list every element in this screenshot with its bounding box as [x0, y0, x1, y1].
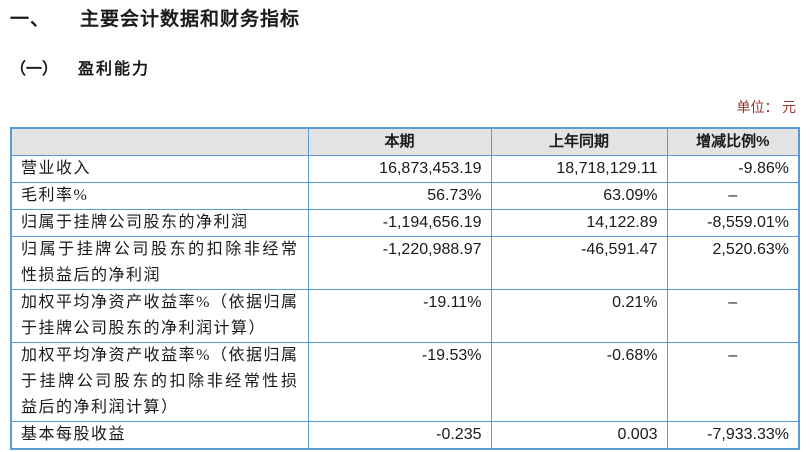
section-heading: 一、 主要会计数据和财务指标 [10, 8, 798, 32]
table-row: 毛利率% 56.73% 63.09% – [10, 182, 800, 210]
row-label: 基本每股收益 [10, 421, 309, 450]
value-current-period: -1,220,988.97 [307, 236, 492, 290]
row-label: 加权平均净资产收益率%（依据归属于挂牌公司股东的扣除非经常性损益后的净利润计算） [10, 342, 309, 422]
value-change-ratio: – [666, 289, 800, 343]
value-current-period: -1,194,656.19 [307, 209, 492, 237]
subsection-title: 盈利能力 [78, 61, 151, 78]
unit-label: 单位： 元 [736, 101, 797, 116]
value-current-period: -0.235 [307, 421, 492, 450]
value-prior-period: 0.21% [490, 289, 668, 343]
table-row: 归属于挂牌公司股东的净利润 -1,194,656.19 14,122.89 -8,55… [10, 209, 800, 237]
header-change-ratio: 增减比例% [666, 127, 800, 156]
value-prior-period: -0.68% [490, 342, 668, 422]
header-current-period: 本期 [307, 127, 492, 156]
section-title: 主要会计数据和财务指标 [80, 9, 301, 30]
value-prior-period: 14,122.89 [490, 209, 668, 237]
value-current-period: 16,873,453.19 [307, 155, 492, 183]
table-row: 加权平均净资产收益率%（依据归属于挂牌公司股东的扣除非经常性损益后的净利润计算）… [10, 342, 800, 422]
value-change-ratio: – [666, 182, 800, 210]
value-current-period: -19.53% [307, 342, 492, 422]
value-change-ratio: -8,559.01% [666, 209, 800, 237]
value-prior-period: 0.003 [490, 421, 668, 450]
value-current-period: -19.11% [307, 289, 492, 343]
table-row: 归属于挂牌公司股东的扣除非经常性损益后的净利润 -1,220,988.97 -46,… [10, 236, 800, 290]
value-current-period: 56.73% [307, 182, 492, 210]
row-label: 营业收入 [10, 155, 309, 183]
subsection-heading: （一） 盈利能力 [10, 59, 798, 80]
value-change-ratio: – [666, 342, 800, 422]
value-prior-period: -46,591.47 [490, 236, 668, 290]
section-number: 一、 [10, 9, 51, 30]
row-label: 归属于挂牌公司股东的净利润 [10, 209, 309, 237]
table-body: 营业收入 16,873,453.19 18,718,129.11 -9.86% 毛利率%… [10, 155, 800, 450]
table-row: 加权平均净资产收益率%（依据归属于挂牌公司股东的净利润计算） -19.11% 0.2… [10, 289, 800, 343]
subsection-number: （一） [10, 61, 59, 78]
row-label: 加权平均净资产收益率%（依据归属于挂牌公司股东的净利润计算） [10, 289, 309, 343]
row-label: 毛利率% [10, 182, 309, 210]
value-change-ratio: 2,520.63% [666, 236, 800, 290]
table-row: 基本每股收益 -0.235 0.003 -7,933.33% [10, 421, 800, 450]
value-prior-period: 18,718,129.11 [490, 155, 668, 183]
value-change-ratio: -9.86% [666, 155, 800, 183]
value-change-ratio: -7,933.33% [666, 421, 800, 450]
financial-indicators-table: 本期 上年同期 增减比例% 营业收入 16,873,453.19 18,718,12… [10, 127, 800, 450]
header-prior-period: 上年同期 [490, 127, 668, 156]
table-row: 营业收入 16,873,453.19 18,718,129.11 -9.86% [10, 155, 800, 183]
row-label: 归属于挂牌公司股东的扣除非经常性损益后的净利润 [10, 236, 309, 290]
table-header-row: 本期 上年同期 增减比例% [10, 127, 800, 156]
header-indicator [10, 127, 309, 156]
value-prior-period: 63.09% [490, 182, 668, 210]
